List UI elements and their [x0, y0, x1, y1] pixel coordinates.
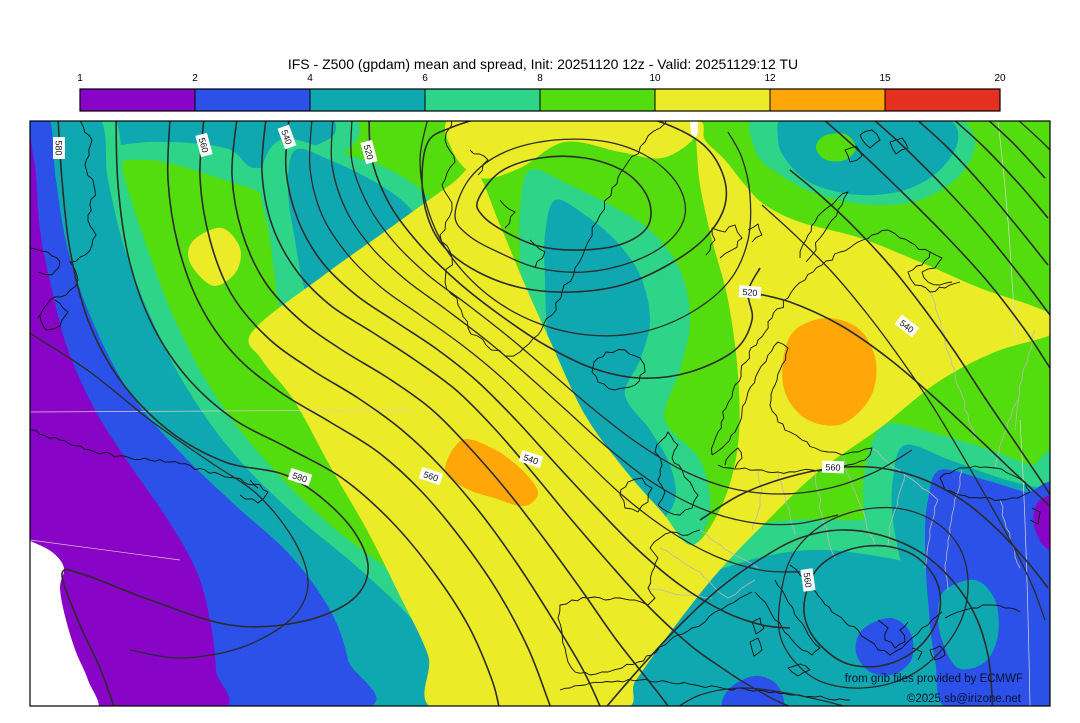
svg-text:520: 520 [362, 144, 376, 161]
svg-text:2: 2 [192, 73, 198, 84]
svg-text:6: 6 [422, 73, 428, 84]
svg-text:from grib files provided by EC: from grib files provided by ECMWF [845, 673, 1023, 685]
svg-text:10: 10 [649, 73, 661, 84]
svg-text:540: 540 [279, 128, 294, 146]
svg-text:©2025.sb@irizone.net: ©2025.sb@irizone.net [907, 693, 1022, 705]
svg-text:520: 520 [742, 287, 758, 298]
svg-text:580: 580 [291, 470, 308, 484]
svg-text:12: 12 [764, 73, 776, 84]
svg-text:8: 8 [537, 73, 543, 84]
svg-text:IFS - Z500 (gpdam) mean and sp: IFS - Z500 (gpdam) mean and spread, Init… [288, 56, 798, 72]
svg-text:540: 540 [522, 452, 539, 466]
svg-text:4: 4 [307, 73, 313, 84]
svg-text:580: 580 [54, 140, 64, 155]
svg-text:1: 1 [77, 73, 83, 84]
svg-text:560: 560 [197, 137, 211, 154]
svg-text:560: 560 [802, 572, 814, 588]
svg-text:560: 560 [422, 469, 439, 483]
svg-text:560: 560 [825, 462, 840, 473]
svg-text:15: 15 [879, 73, 891, 84]
svg-text:20: 20 [994, 73, 1006, 84]
